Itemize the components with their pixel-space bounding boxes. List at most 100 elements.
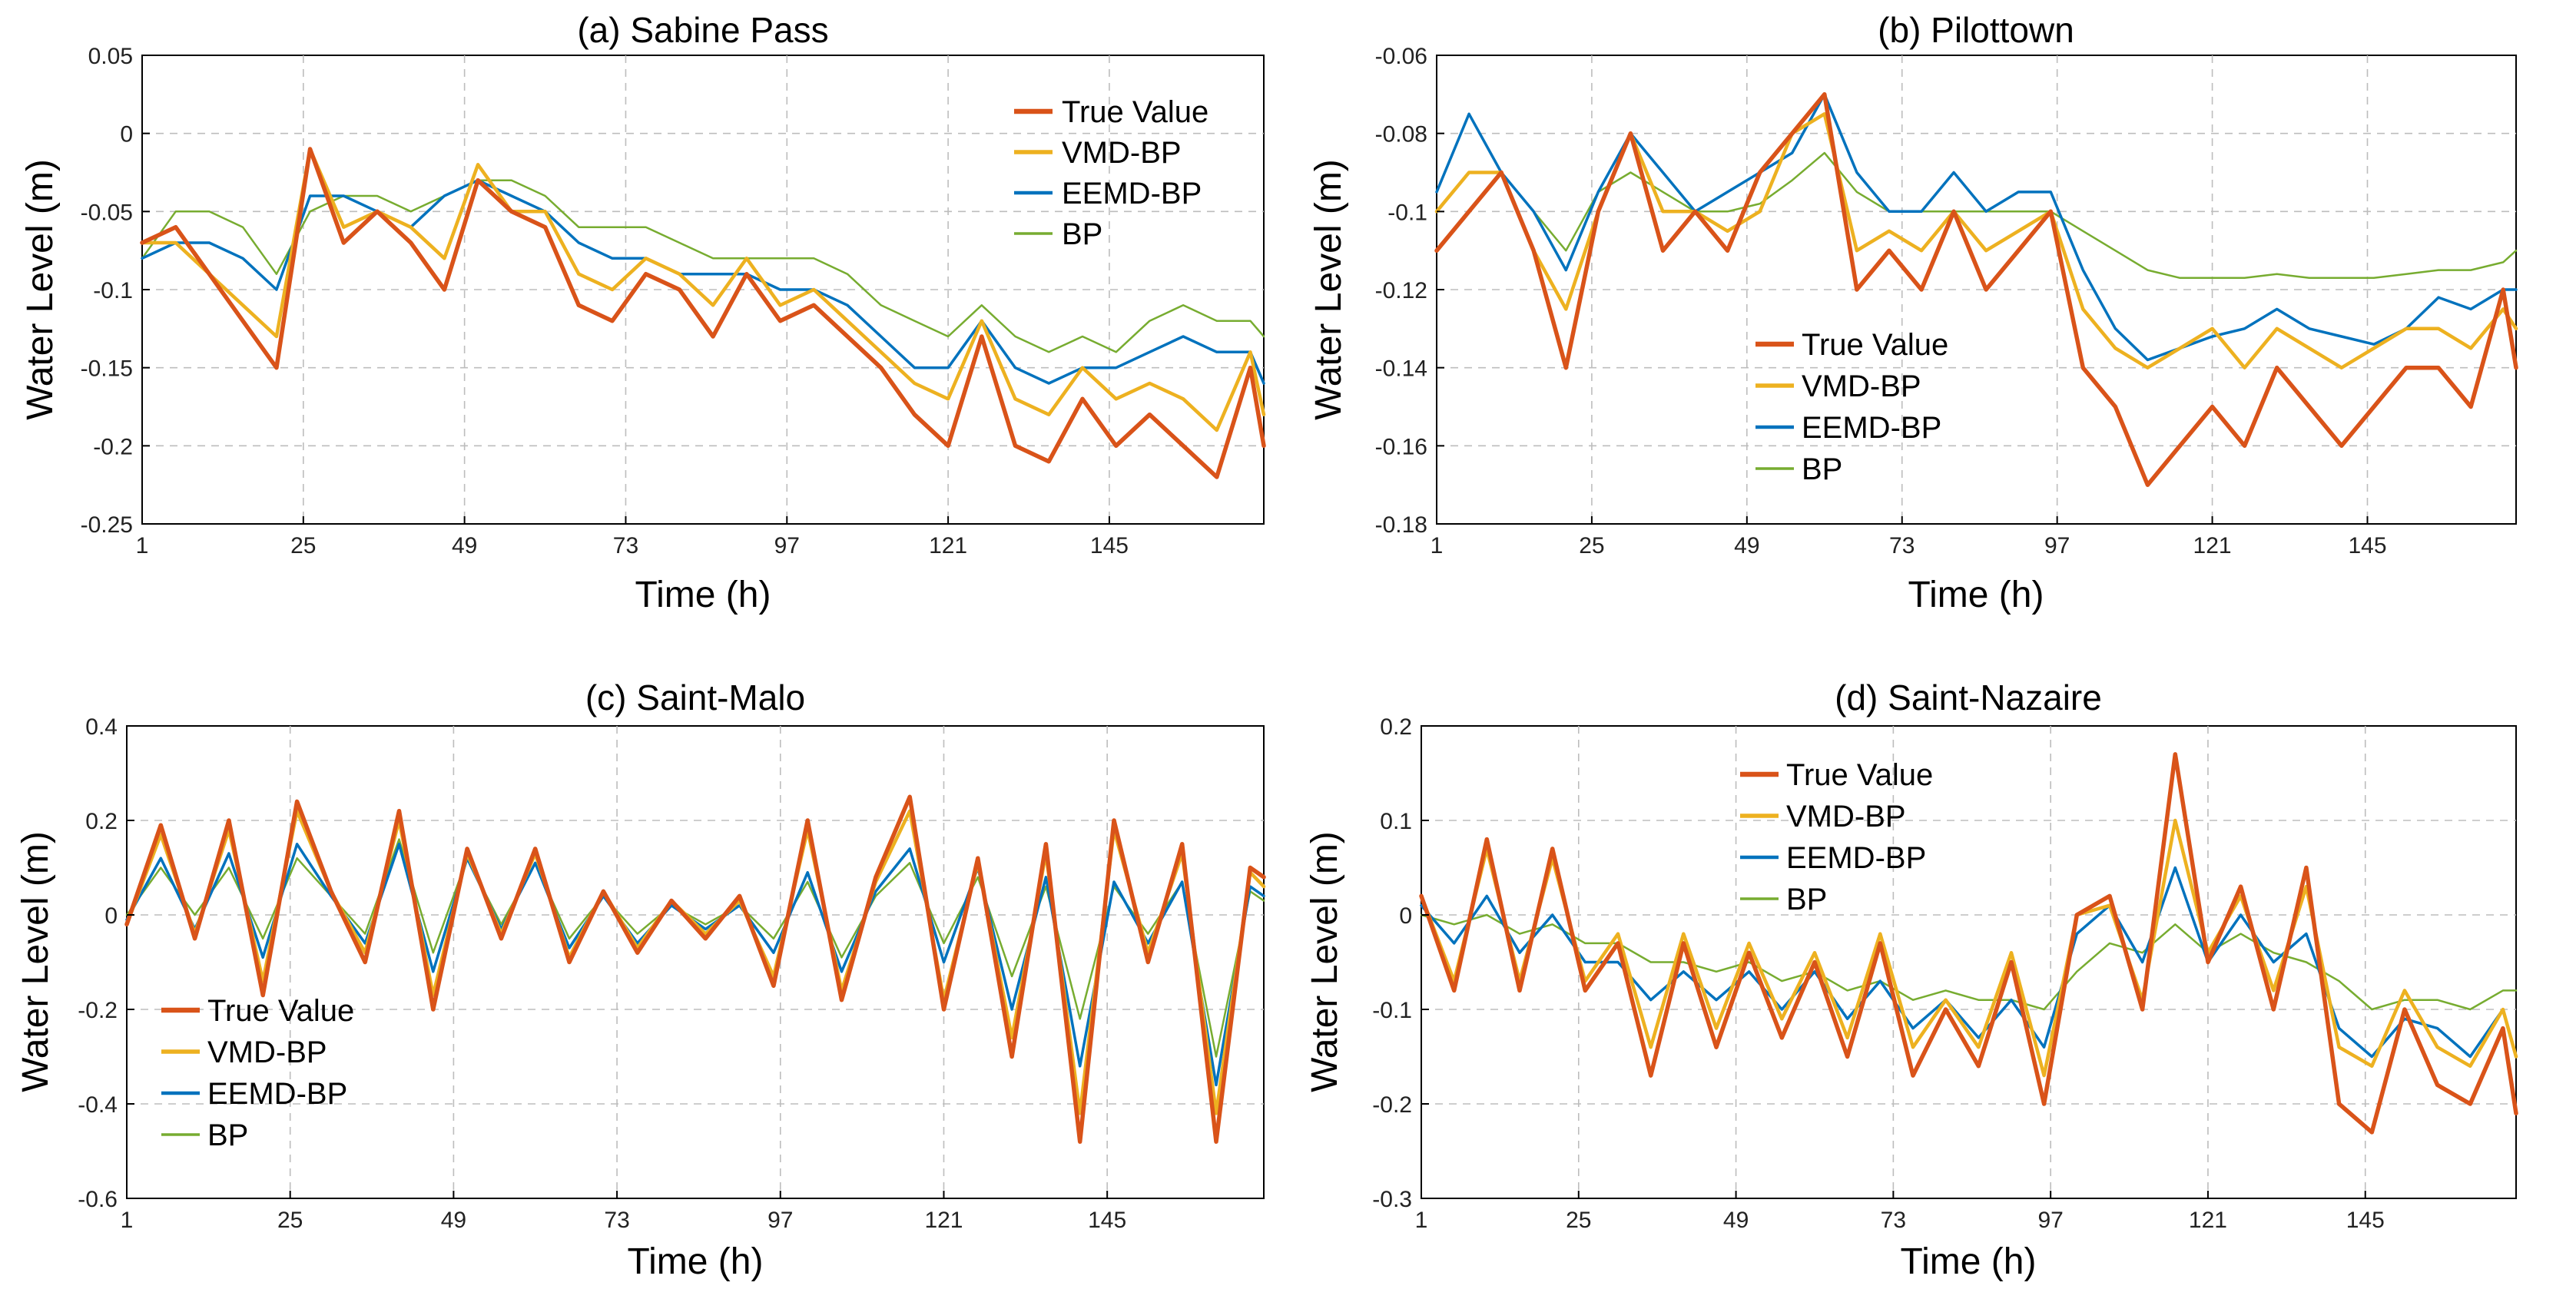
y-tick-label: -0.12	[1375, 278, 1427, 303]
x-tick-label: 145	[1090, 533, 1129, 558]
series-line-vmd-bp	[1419, 818, 2518, 1078]
y-tick-label: -0.05	[81, 200, 133, 225]
x-tick-label: 73	[604, 1208, 629, 1233]
series-layer	[1419, 752, 2518, 1135]
x-axis-label: Time (h)	[628, 1241, 764, 1282]
legend-label-true-value: True Value	[1786, 758, 1933, 792]
x-tick-label: 25	[277, 1208, 303, 1233]
x-tick-label: 1	[1431, 533, 1444, 558]
legend-label-true-value: True Value	[207, 994, 354, 1028]
x-tick-label: 121	[2193, 533, 2232, 558]
x-tick-label: 121	[924, 1208, 963, 1233]
y-tick-label: -0.2	[78, 998, 118, 1023]
series-layer	[1434, 92, 2518, 487]
y-axis-label: Water Level (m)	[15, 831, 56, 1092]
series-layer	[124, 794, 1266, 1144]
x-tick-label: 25	[1579, 533, 1604, 558]
panel-c: (c) Saint-Malo 1 25 49 73 97 121 145 -0.6 -0.4 -0…	[15, 678, 1266, 1282]
legend-label-vmd-bp: VMD-BP	[1786, 800, 1906, 833]
panel-d: (d) Saint-Nazaire 1 25 49 73 97 121 145 -0.3 -0.…	[1305, 678, 2518, 1282]
x-tick-label: 49	[441, 1208, 466, 1233]
y-tick-label: -0.6	[78, 1187, 118, 1212]
y-tick-label: 0.1	[1380, 809, 1412, 834]
legend-label-bp: BP	[207, 1118, 248, 1152]
y-axis-label: Water Level (m)	[1305, 831, 1345, 1092]
y-tick-label: -0.14	[1375, 356, 1427, 382]
panel-title: (b) Pilottown	[1878, 10, 2074, 50]
y-tick-label: -0.15	[81, 356, 133, 382]
legend: True Value VMD-BP EEMD-BP BP	[1740, 758, 1933, 916]
series-line-eemd-bp	[1435, 93, 2518, 362]
x-tick-label: 97	[774, 533, 800, 558]
x-tick-label: 145	[2346, 1208, 2385, 1233]
x-tick-label: 1	[121, 1208, 134, 1233]
y-tick-label: -0.16	[1375, 434, 1427, 459]
legend-label-eemd-bp: EEMD-BP	[1062, 177, 1202, 210]
x-axis-label: Time (h)	[1908, 575, 2044, 615]
x-tick-label: 73	[613, 533, 638, 558]
y-axis-label: Water Level (m)	[1308, 159, 1349, 420]
series-line-eemd-bp	[141, 178, 1265, 385]
x-tick-label: 25	[290, 533, 316, 558]
y-tick-label: 0.05	[88, 44, 133, 69]
y-tick-label: -0.08	[1375, 122, 1427, 147]
tick-layer: 1 25 49 73 97 121 145 -0.25 -0.2 -0.15 -0.1 -0.05 0 0…	[81, 44, 1129, 558]
y-tick-label: -0.3	[1372, 1187, 1412, 1212]
y-tick-label: -0.2	[1372, 1092, 1412, 1118]
series-line-bp	[1420, 913, 2518, 1011]
legend-label-eemd-bp: EEMD-BP	[1786, 841, 1926, 875]
series-line-true-value	[1419, 752, 2518, 1135]
series-line-bp	[125, 838, 1265, 1058]
y-tick-label: -0.2	[93, 434, 133, 459]
legend-label-vmd-bp: VMD-BP	[207, 1036, 327, 1069]
panel-title: (a) Sabine Pass	[577, 10, 828, 50]
panel-b: (b) Pilottown 1 25 49 73 97 121 145 -0.18 -0.16 -…	[1308, 10, 2518, 615]
x-tick-label: 97	[767, 1208, 793, 1233]
x-tick-label: 97	[2044, 533, 2070, 558]
tick-layer: 1 25 49 73 97 121 145 -0.18 -0.16 -0.14 -0.12 -0.1 -…	[1375, 44, 2387, 558]
y-tick-label: 0.2	[1380, 714, 1412, 740]
panel-a: (a) Sabine Pass 1 25 49 73 97 121 145 -0.25 -0.2…	[20, 10, 1266, 615]
x-tick-label: 73	[1889, 533, 1915, 558]
x-tick-label: 145	[2348, 533, 2386, 558]
y-tick-label: -0.4	[78, 1092, 118, 1118]
y-tick-label: 0	[104, 903, 118, 929]
x-axis-label: Time (h)	[635, 575, 771, 615]
y-tick-label: 0	[120, 122, 133, 147]
panel-title: (c) Saint-Malo	[585, 678, 805, 717]
x-tick-label: 145	[1088, 1208, 1126, 1233]
x-tick-label: 73	[1881, 1208, 1906, 1233]
grid-layer	[142, 55, 1264, 524]
x-tick-label: 49	[1734, 533, 1759, 558]
y-tick-label: -0.25	[81, 512, 133, 538]
tick-layer: 1 25 49 73 97 121 145 -0.3 -0.2 -0.1 0 0.1 0.2	[1372, 714, 2384, 1233]
series-line-true-value	[124, 794, 1266, 1144]
tick-layer: 1 25 49 73 97 121 145 -0.6 -0.4 -0.2 0 0.2 0.4	[78, 714, 1126, 1233]
legend-label-bp: BP	[1802, 452, 1842, 486]
legend-label-eemd-bp: EEMD-BP	[207, 1077, 347, 1111]
legend-label-true-value: True Value	[1062, 95, 1208, 129]
x-tick-label: 49	[452, 533, 477, 558]
series-line-vmd-bp	[140, 147, 1266, 432]
y-tick-label: -0.1	[1387, 200, 1427, 225]
legend-label-bp: BP	[1786, 883, 1827, 916]
y-tick-label: -0.1	[1372, 998, 1412, 1023]
legend-label-eemd-bp: EEMD-BP	[1802, 411, 1941, 445]
y-tick-label: -0.1	[93, 278, 133, 303]
x-tick-label: 97	[2037, 1208, 2063, 1233]
y-tick-label: -0.06	[1375, 44, 1427, 69]
legend-label-vmd-bp: VMD-BP	[1062, 136, 1182, 170]
y-tick-label: 0.4	[85, 714, 118, 740]
series-layer	[140, 147, 1266, 479]
legend: True Value VMD-BP EEMD-BP BP	[1755, 328, 1948, 486]
series-line-true-value	[1434, 92, 2518, 487]
legend: True Value VMD-BP EEMD-BP BP	[1014, 95, 1208, 251]
y-tick-label: 0	[1399, 903, 1412, 929]
series-line-true-value	[140, 147, 1266, 479]
legend-label-vmd-bp: VMD-BP	[1802, 369, 1921, 403]
legend-label-true-value: True Value	[1802, 328, 1948, 362]
legend: True Value VMD-BP EEMD-BP BP	[161, 994, 354, 1152]
x-axis-label: Time (h)	[1901, 1241, 2037, 1282]
x-tick-label: 49	[1723, 1208, 1749, 1233]
